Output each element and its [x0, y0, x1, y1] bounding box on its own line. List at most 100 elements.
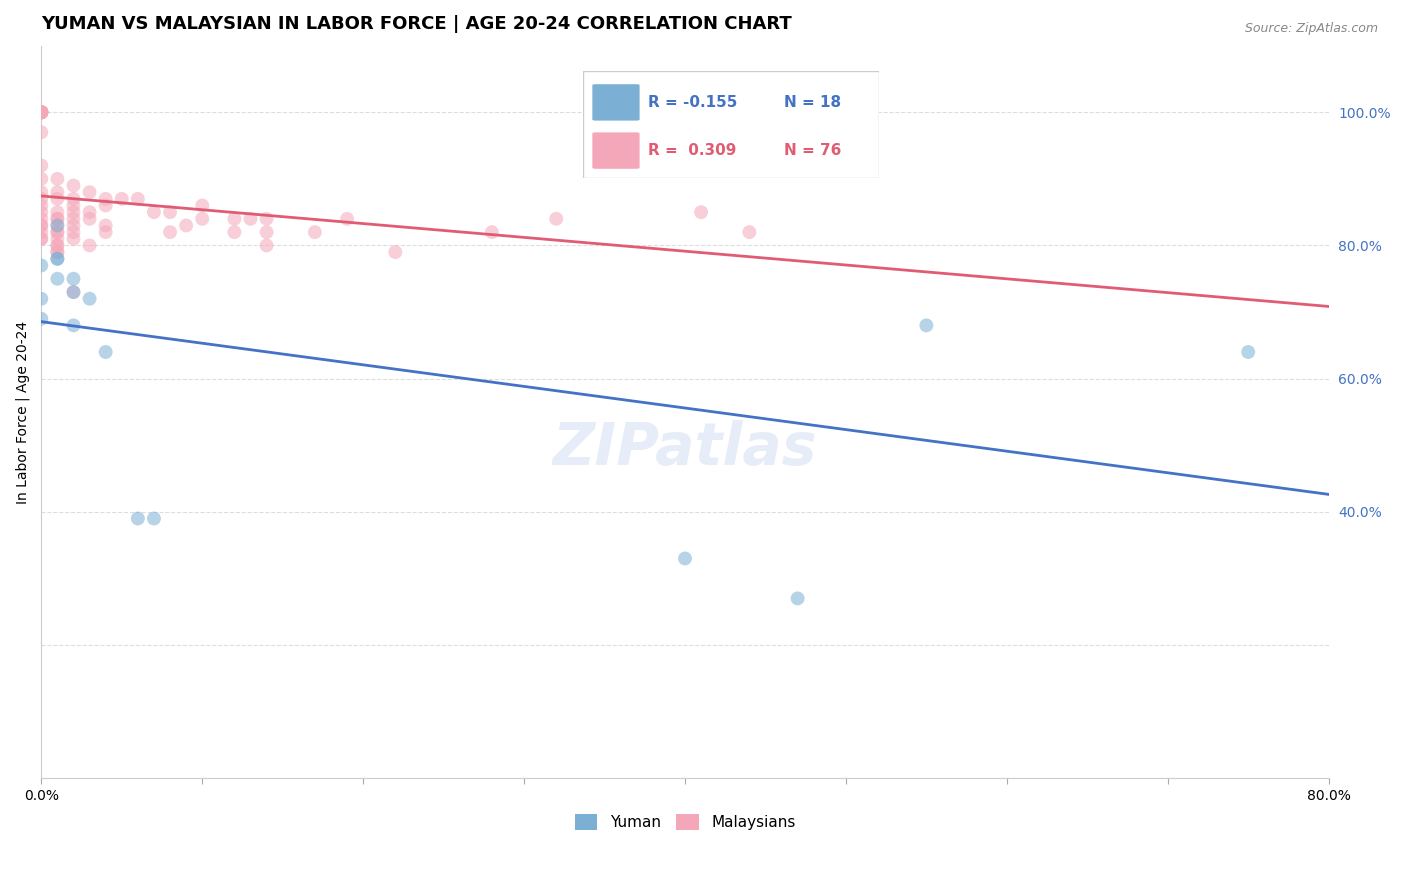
- Point: [46, 219, 69, 233]
- Point: [30, 105, 52, 120]
- Point: [256, 225, 278, 239]
- Point: [79, 292, 101, 306]
- Point: [174, 219, 197, 233]
- Point: [30, 205, 52, 219]
- Point: [30, 219, 52, 233]
- Point: [30, 105, 52, 120]
- Point: [30, 105, 52, 120]
- Point: [46, 245, 69, 260]
- Point: [62, 285, 84, 299]
- Point: [159, 225, 181, 239]
- Text: R = -0.155: R = -0.155: [648, 95, 738, 110]
- Point: [30, 232, 52, 246]
- Point: [46, 211, 69, 226]
- Point: [30, 311, 52, 326]
- Point: [30, 105, 52, 120]
- Point: [30, 225, 52, 239]
- Point: [62, 232, 84, 246]
- Point: [46, 185, 69, 199]
- Point: [62, 198, 84, 212]
- Point: [1237, 345, 1260, 359]
- Point: [62, 219, 84, 233]
- Point: [62, 272, 84, 286]
- Point: [30, 172, 52, 186]
- Point: [46, 252, 69, 266]
- Point: [224, 211, 246, 226]
- Point: [30, 105, 52, 120]
- Point: [62, 225, 84, 239]
- Point: [46, 272, 69, 286]
- Point: [46, 232, 69, 246]
- FancyBboxPatch shape: [592, 132, 640, 169]
- Point: [30, 219, 52, 233]
- FancyBboxPatch shape: [592, 84, 640, 120]
- Point: [142, 205, 165, 219]
- Point: [224, 225, 246, 239]
- Point: [30, 105, 52, 120]
- Point: [79, 238, 101, 252]
- Point: [94, 345, 117, 359]
- Legend: Yuman, Malaysians: Yuman, Malaysians: [568, 808, 801, 837]
- Point: [127, 511, 149, 525]
- Point: [30, 159, 52, 173]
- Point: [79, 211, 101, 226]
- Point: [546, 211, 568, 226]
- Point: [159, 205, 181, 219]
- Point: [673, 551, 696, 566]
- Text: N = 18: N = 18: [785, 95, 841, 110]
- Point: [142, 511, 165, 525]
- Point: [62, 205, 84, 219]
- Point: [30, 211, 52, 226]
- Point: [94, 219, 117, 233]
- Point: [915, 318, 938, 333]
- Text: N = 76: N = 76: [785, 143, 842, 158]
- Point: [62, 211, 84, 226]
- Point: [46, 172, 69, 186]
- Point: [304, 225, 326, 239]
- Point: [191, 198, 214, 212]
- Point: [62, 178, 84, 193]
- Point: [30, 259, 52, 273]
- Point: [30, 192, 52, 206]
- Point: [256, 238, 278, 252]
- Point: [46, 252, 69, 266]
- Point: [30, 198, 52, 212]
- Point: [79, 205, 101, 219]
- Point: [256, 211, 278, 226]
- Text: ZIPatlas: ZIPatlas: [553, 420, 817, 477]
- Point: [30, 105, 52, 120]
- Text: R =  0.309: R = 0.309: [648, 143, 737, 158]
- Point: [336, 211, 359, 226]
- Point: [30, 232, 52, 246]
- Point: [191, 211, 214, 226]
- Point: [94, 225, 117, 239]
- Y-axis label: In Labor Force | Age 20-24: In Labor Force | Age 20-24: [15, 320, 30, 503]
- Point: [30, 105, 52, 120]
- Point: [384, 245, 406, 260]
- Point: [46, 211, 69, 226]
- Point: [239, 211, 262, 226]
- Point: [46, 205, 69, 219]
- Point: [46, 238, 69, 252]
- Text: YUMAN VS MALAYSIAN IN LABOR FORCE | AGE 20-24 CORRELATION CHART: YUMAN VS MALAYSIAN IN LABOR FORCE | AGE …: [41, 15, 792, 33]
- Point: [79, 185, 101, 199]
- Point: [786, 591, 808, 606]
- Point: [46, 219, 69, 233]
- Point: [30, 105, 52, 120]
- Point: [46, 225, 69, 239]
- Point: [62, 192, 84, 206]
- Point: [46, 245, 69, 260]
- Point: [127, 192, 149, 206]
- Point: [30, 105, 52, 120]
- Point: [94, 192, 117, 206]
- Point: [30, 185, 52, 199]
- Point: [46, 192, 69, 206]
- Point: [62, 318, 84, 333]
- Point: [30, 125, 52, 139]
- Point: [30, 105, 52, 120]
- Point: [111, 192, 134, 206]
- Point: [46, 238, 69, 252]
- Point: [94, 198, 117, 212]
- Text: Source: ZipAtlas.com: Source: ZipAtlas.com: [1244, 22, 1378, 36]
- Point: [690, 205, 713, 219]
